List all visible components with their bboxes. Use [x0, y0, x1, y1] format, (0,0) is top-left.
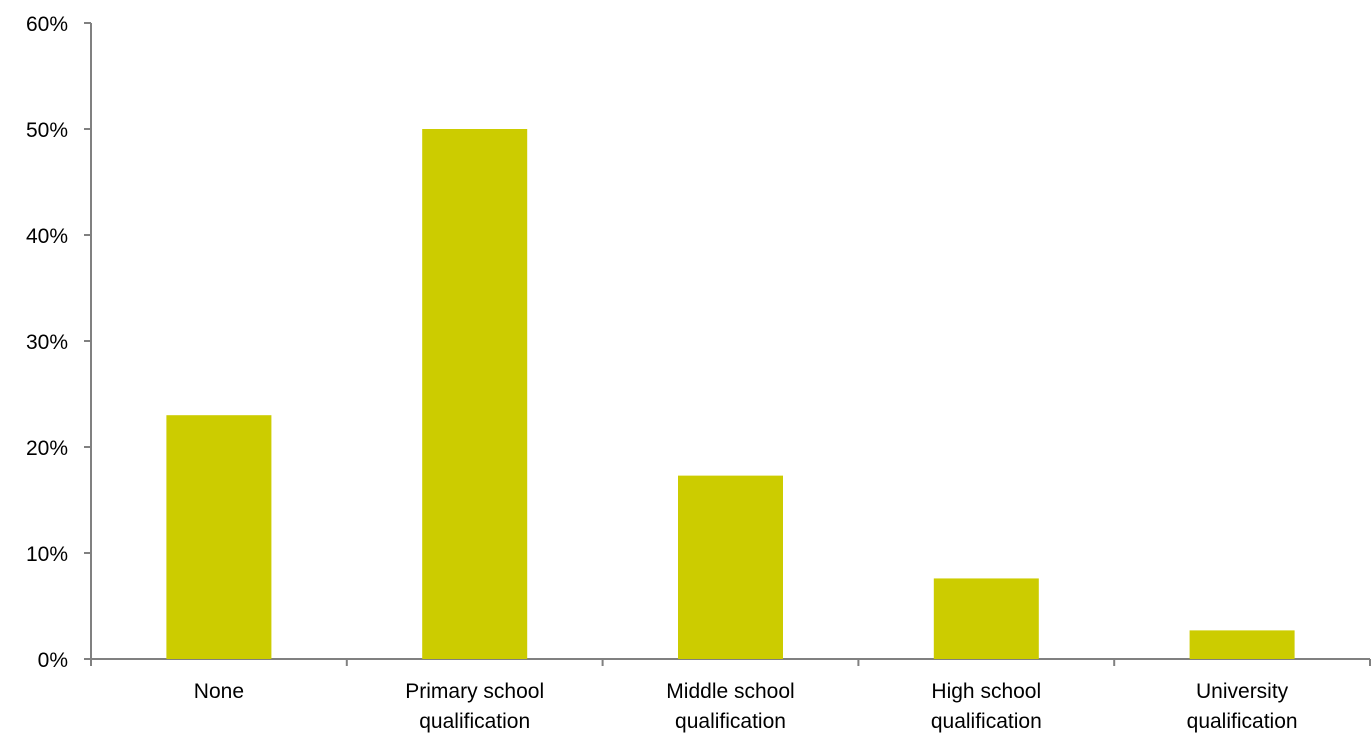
y-tick-label: 0%	[38, 649, 68, 672]
x-axis	[84, 658, 1371, 666]
y-tick-label: 30%	[26, 331, 68, 354]
x-category-label-line: qualification	[1187, 710, 1298, 733]
y-tick-label: 20%	[26, 437, 68, 460]
bars	[166, 129, 1295, 659]
x-category-label-line: Middle school	[666, 680, 794, 703]
bar	[166, 415, 272, 659]
y-tick-label: 50%	[26, 119, 68, 142]
bar	[933, 578, 1039, 659]
x-category-label-line: qualification	[675, 710, 786, 733]
bar	[422, 129, 528, 659]
x-category-label-line: None	[194, 680, 244, 703]
bar	[1189, 630, 1295, 659]
x-category-label-line: Primary school	[405, 680, 544, 703]
x-category-label: Middle school qualification	[666, 680, 794, 733]
x-category-label: None	[194, 680, 244, 703]
x-category-label-line: qualification	[931, 710, 1042, 733]
y-axis: 0% 10% 20% 30% 40% 50% 60%	[26, 13, 92, 672]
y-tick-label: 10%	[26, 543, 68, 566]
y-tick-label: 40%	[26, 225, 68, 248]
x-category-label-line: High school	[931, 680, 1041, 703]
y-tick-label: 60%	[26, 13, 68, 36]
bar	[678, 475, 783, 659]
x-category-label-line: University	[1196, 680, 1289, 703]
x-category-label: Primary school qualification	[405, 680, 544, 733]
x-category-label-line: qualification	[419, 710, 530, 733]
x-category-label: University qualification	[1187, 680, 1298, 733]
x-category-label: High school qualification	[931, 680, 1042, 733]
